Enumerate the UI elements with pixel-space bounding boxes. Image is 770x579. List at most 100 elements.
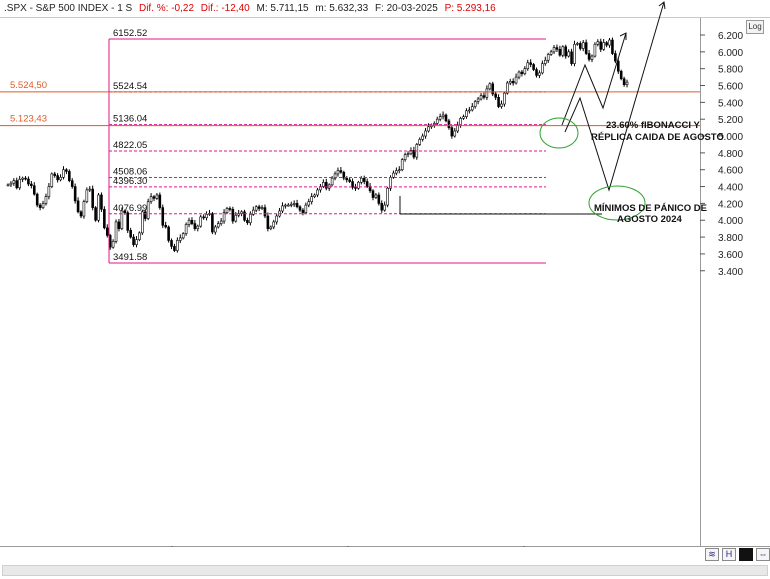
candle-body xyxy=(249,214,252,224)
candle-body xyxy=(254,206,258,211)
dif-label: Dif.: -12,40 xyxy=(200,3,250,14)
candle-body xyxy=(330,177,334,186)
candle-body xyxy=(351,181,354,188)
candle-body xyxy=(360,177,363,183)
candle-body xyxy=(345,177,349,181)
candle-body xyxy=(348,179,351,182)
candle-body xyxy=(555,47,559,50)
annotation-text: 23.60% fIBONACCI Y xyxy=(606,120,700,131)
candle-body xyxy=(94,207,97,221)
candle-body xyxy=(383,204,386,211)
candle-body xyxy=(47,186,51,197)
candle-body xyxy=(251,209,255,215)
candle-body xyxy=(173,246,176,251)
support-label: 5.524,50 xyxy=(10,80,47,91)
candle-body xyxy=(532,64,535,70)
candle-body xyxy=(38,204,42,208)
h-bars-icon[interactable]: H xyxy=(722,548,736,561)
min-label: m: 5.632,33 xyxy=(315,3,369,14)
candle-body xyxy=(403,154,407,160)
candle-body xyxy=(219,220,223,224)
y-tick-label: 5.600 xyxy=(718,82,743,93)
candle-body xyxy=(386,187,389,206)
candle-body xyxy=(88,188,92,191)
scale-icon[interactable]: ≋ xyxy=(705,548,719,561)
candle-body xyxy=(59,176,62,181)
candle-body xyxy=(100,194,103,210)
y-tick-label: 3.600 xyxy=(718,250,743,261)
candle-body xyxy=(97,194,100,221)
candle-body xyxy=(91,188,94,208)
candle-body xyxy=(123,210,127,213)
candle-body xyxy=(365,181,369,187)
candle-body xyxy=(269,226,273,229)
candle-body xyxy=(56,175,59,181)
candle-body xyxy=(187,219,191,225)
candle-body xyxy=(453,130,457,137)
candle-body xyxy=(146,201,150,219)
candle-body xyxy=(392,172,395,178)
candle-body xyxy=(549,51,553,55)
candle-body xyxy=(15,180,19,189)
candle-body xyxy=(27,178,30,185)
candle-body xyxy=(374,194,378,198)
candle-body xyxy=(85,189,89,203)
y-tick-label: 5.400 xyxy=(718,98,743,109)
candle-body xyxy=(272,221,276,228)
candle-body xyxy=(76,200,80,213)
candle-body xyxy=(298,206,302,211)
candle-body xyxy=(44,196,48,204)
candle-body xyxy=(491,83,495,95)
candle-body xyxy=(614,53,617,62)
candle-body xyxy=(143,211,147,219)
symbol-label: .SPX - S&P 500 INDEX - 1 S xyxy=(4,3,133,14)
y-tick-label: 6.000 xyxy=(718,48,743,59)
y-tick-label: 4.200 xyxy=(718,199,743,210)
annotation-text: AGOSTO 2024 xyxy=(617,214,682,225)
candle-body xyxy=(514,76,518,84)
y-tick-label: 4.800 xyxy=(718,149,743,160)
candle-body xyxy=(579,43,582,49)
candle-body xyxy=(9,182,13,186)
scenario-arrow-down xyxy=(564,1,665,192)
candle-body xyxy=(593,43,597,57)
candle-body xyxy=(599,41,603,50)
fib-level-label: 5136.04 xyxy=(113,114,147,125)
candle-body xyxy=(231,208,235,222)
candle-body xyxy=(476,98,480,102)
candle-body xyxy=(339,170,343,173)
color-block-icon[interactable] xyxy=(739,548,753,561)
candle-body xyxy=(526,62,530,69)
max-label: M: 5.711,15 xyxy=(256,3,309,14)
candle-body xyxy=(435,118,439,124)
candle-body xyxy=(214,226,217,233)
candle-body xyxy=(73,186,77,202)
candle-body xyxy=(576,43,579,45)
candle-body xyxy=(257,206,261,209)
candle-body xyxy=(517,71,521,78)
candle-body xyxy=(625,81,629,85)
candle-body xyxy=(222,212,226,222)
candle-body xyxy=(167,226,170,241)
candle-body xyxy=(304,204,308,213)
expand-icon[interactable]: ⇔ xyxy=(756,548,770,561)
fib-level-label: 4076.99 xyxy=(113,203,147,214)
candle-body xyxy=(41,203,45,208)
fib-level-label: 6152.52 xyxy=(113,28,147,39)
horizontal-scrollbar[interactable] xyxy=(2,565,768,576)
candle-body xyxy=(473,101,477,107)
candle-body xyxy=(581,42,585,49)
candle-body xyxy=(400,159,404,171)
candle-body xyxy=(506,82,509,94)
arrow-head-2 xyxy=(658,1,666,10)
candle-body xyxy=(135,239,138,245)
log-scale-button[interactable]: Log xyxy=(746,20,764,34)
candle-body xyxy=(24,177,27,180)
candle-body xyxy=(520,71,524,75)
candle-body xyxy=(482,95,486,98)
candle-body xyxy=(158,194,162,208)
candle-body xyxy=(596,41,600,45)
y-tick-label: 4.400 xyxy=(718,183,743,194)
candle-body xyxy=(30,183,33,187)
